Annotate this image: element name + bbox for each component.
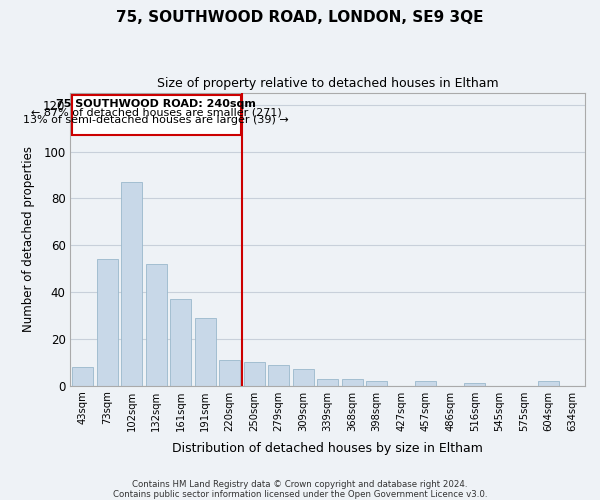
Bar [170,299,191,386]
Bar [464,384,485,386]
Bar [268,364,289,386]
Bar [366,381,387,386]
Text: 13% of semi-detached houses are larger (39) →: 13% of semi-detached houses are larger (… [23,116,289,126]
Bar [342,378,362,386]
Text: Contains HM Land Registry data © Crown copyright and database right 2024.: Contains HM Land Registry data © Crown c… [132,480,468,489]
FancyBboxPatch shape [71,96,241,135]
Bar [415,381,436,386]
Text: 75 SOUTHWOOD ROAD: 240sqm: 75 SOUTHWOOD ROAD: 240sqm [56,99,256,109]
Text: Contains public sector information licensed under the Open Government Licence v3: Contains public sector information licen… [113,490,487,499]
Bar [146,264,167,386]
Text: ← 87% of detached houses are smaller (271): ← 87% of detached houses are smaller (27… [31,107,281,117]
Bar [97,260,118,386]
Bar [121,182,142,386]
Y-axis label: Number of detached properties: Number of detached properties [22,146,35,332]
Bar [195,318,215,386]
Bar [72,367,93,386]
Text: 75, SOUTHWOOD ROAD, LONDON, SE9 3QE: 75, SOUTHWOOD ROAD, LONDON, SE9 3QE [116,10,484,25]
Title: Size of property relative to detached houses in Eltham: Size of property relative to detached ho… [157,78,499,90]
Bar [317,378,338,386]
Bar [538,381,559,386]
Bar [244,362,265,386]
X-axis label: Distribution of detached houses by size in Eltham: Distribution of detached houses by size … [172,442,483,455]
Bar [293,370,314,386]
Bar [219,360,240,386]
